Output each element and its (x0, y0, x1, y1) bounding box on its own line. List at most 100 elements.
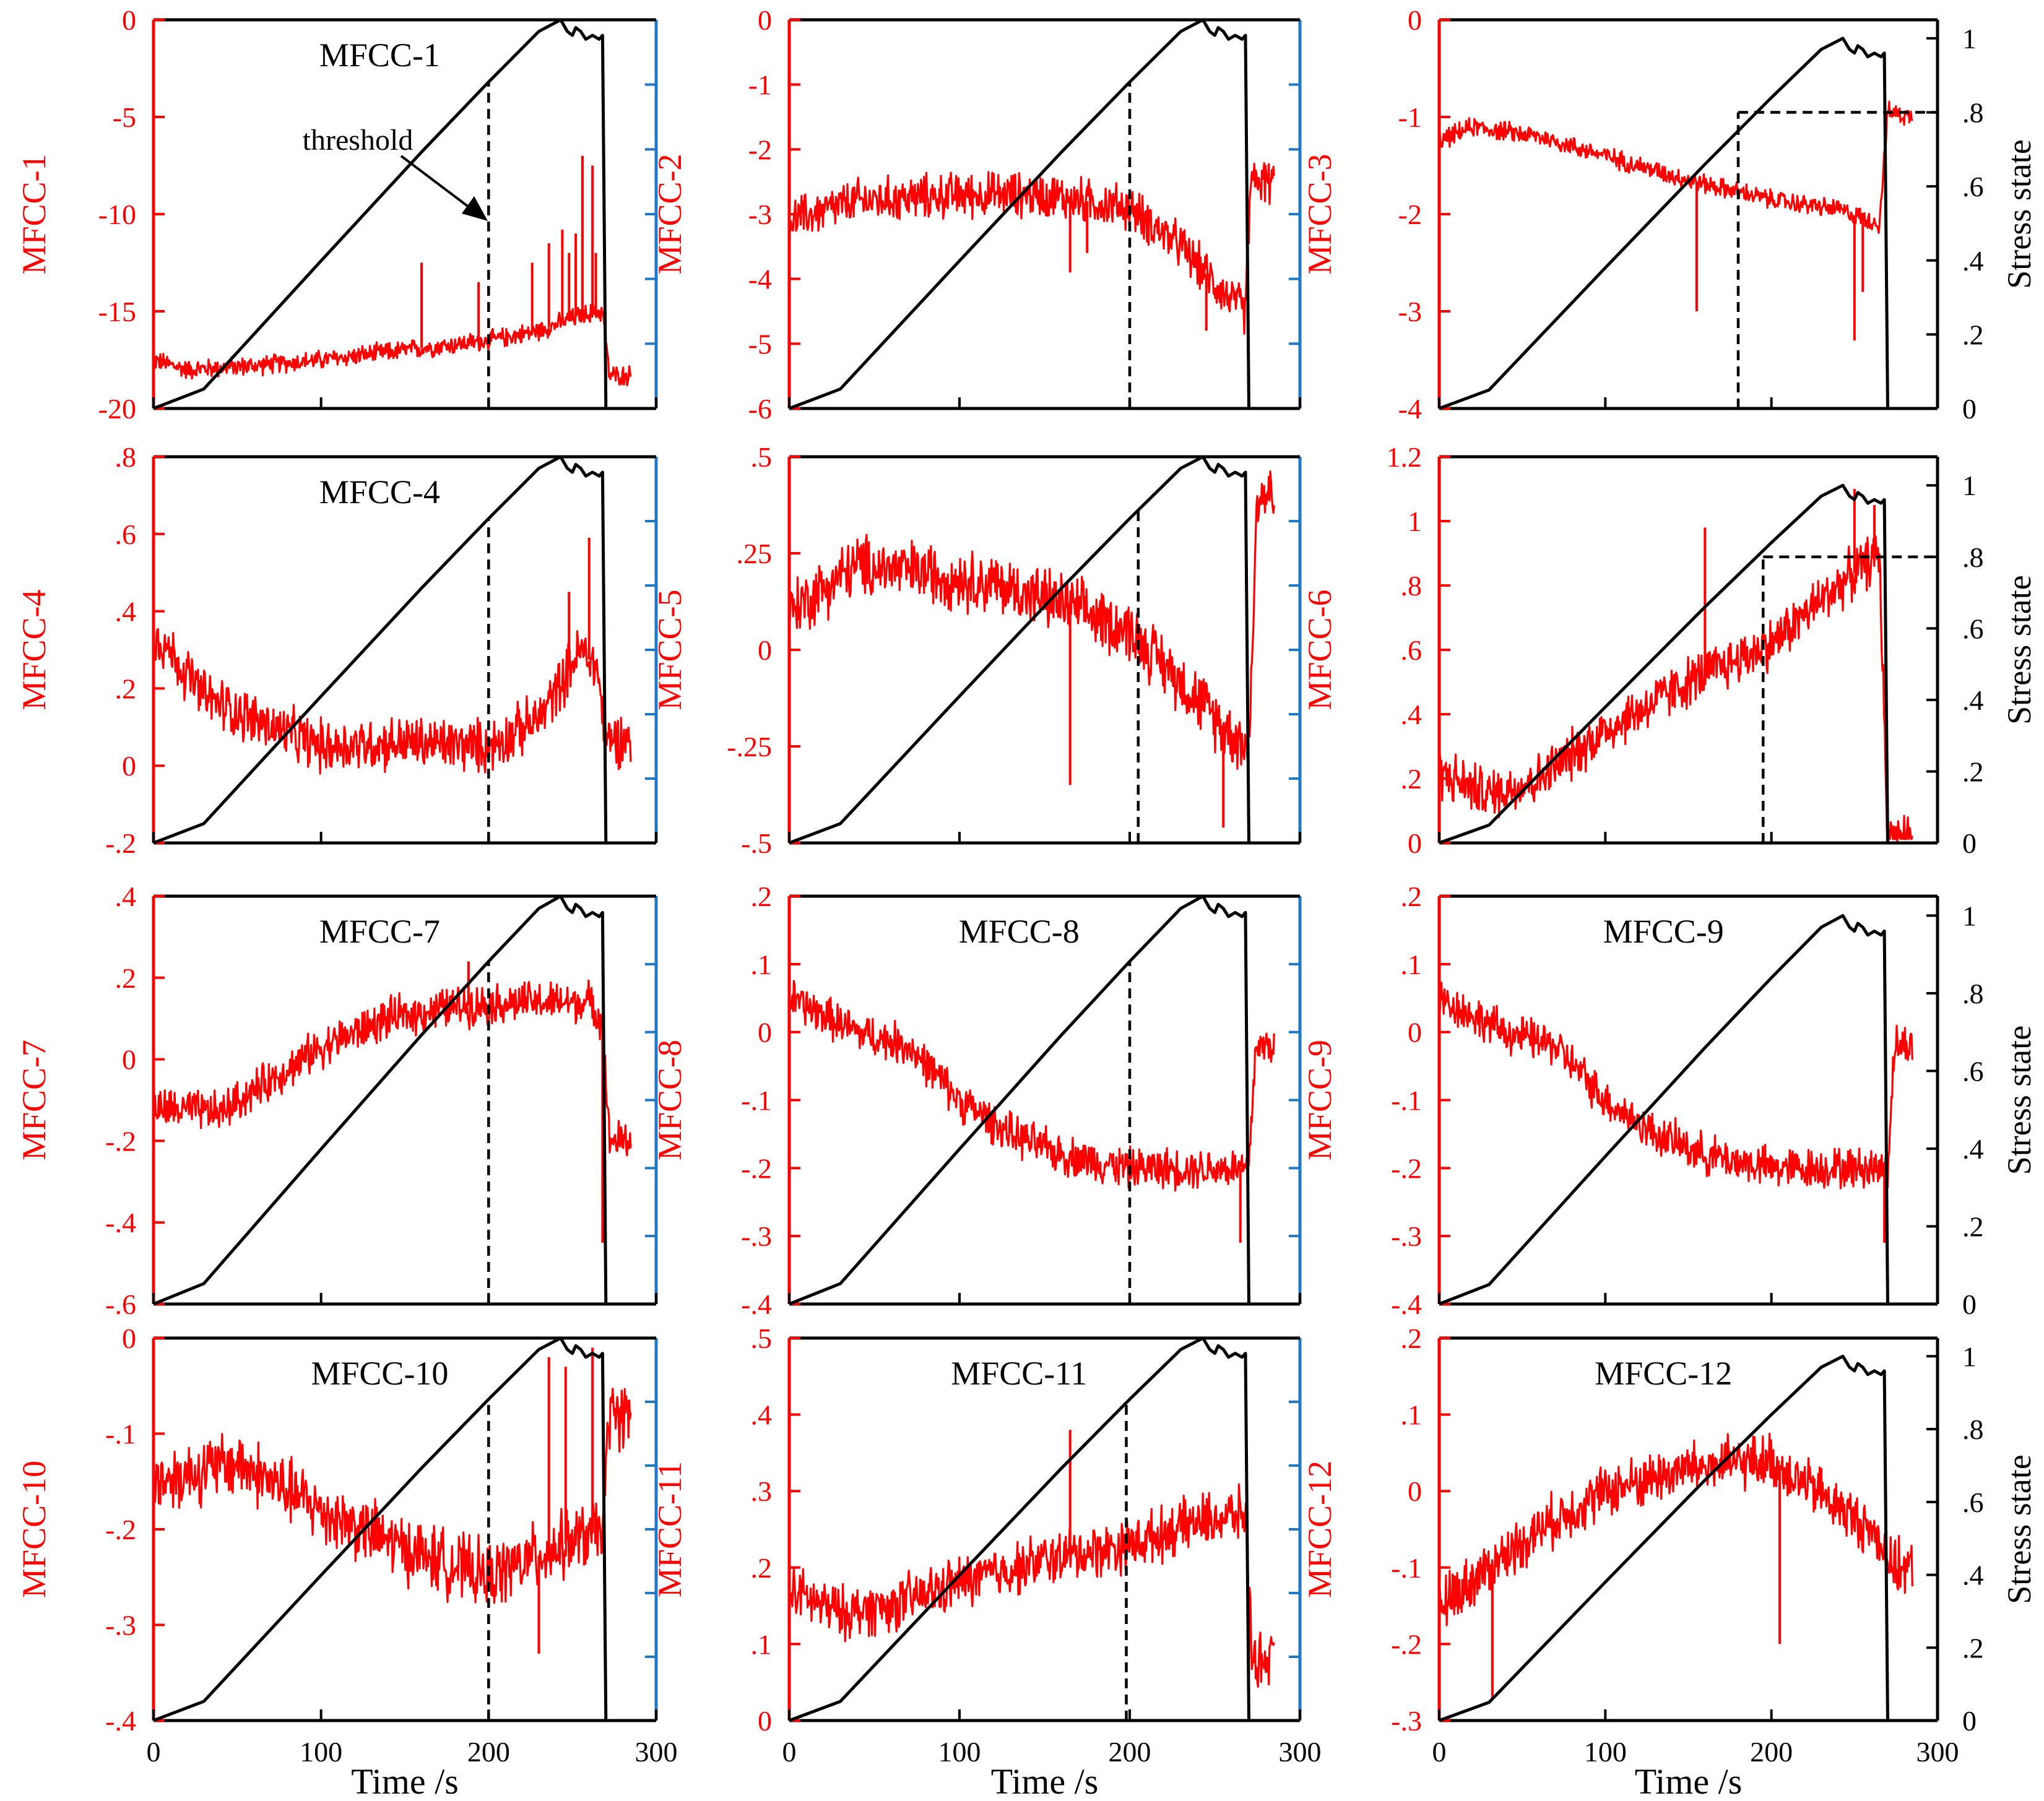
mfcc-series-line (788, 470, 1275, 770)
left-tick-label: .2 (751, 881, 773, 912)
left-tick-label: -1 (748, 69, 772, 101)
left-tick-label: .4 (1401, 699, 1423, 730)
left-tick-label: 0 (1408, 827, 1422, 859)
panel-6: 0 .2 .4 .6 .8 1 1.2 0 .2 .4 .6 .8 1 MFCC-6 Stress stat… (1301, 441, 2038, 859)
mfcc-series-line (788, 1483, 1275, 1688)
mfcc-series-line (788, 162, 1275, 335)
x-axis-label: Time /s (991, 1761, 1099, 1801)
left-tick-label: .4 (115, 596, 137, 628)
left-tick-label: -6 (748, 393, 772, 425)
left-tick-label: .1 (1401, 949, 1423, 980)
left-tick-label: .2 (1401, 763, 1423, 795)
stress-state-line (1439, 37, 1913, 410)
right-tick-label: .4 (1962, 685, 1984, 716)
left-tick-label: -20 (98, 393, 136, 425)
left-tick-label: 0 (122, 750, 136, 782)
left-tick-label: 0 (758, 4, 772, 36)
panel-title: MFCC-8 (959, 913, 1080, 950)
right-tick-label: .2 (1962, 1632, 1984, 1664)
mfcc-series-line (1438, 982, 1913, 1190)
left-tick-label: .8 (1401, 570, 1423, 602)
mfcc-series-line (152, 979, 632, 1157)
right-tick-label: .6 (1962, 1055, 1984, 1087)
mfcc-series-line (152, 628, 632, 775)
panel-title: MFCC-12 (1595, 1355, 1732, 1392)
right-tick-label: 1 (1962, 470, 1977, 501)
panel-10: -.4 -.3 -.2 -.1 0 0 100 200 300 MFCC-10 MFCC-10 Tim… (15, 1323, 678, 1801)
left-tick-label: .2 (751, 1552, 773, 1584)
right-tick-label: 0 (1962, 1289, 1977, 1320)
x-tick-label: 100 (1584, 1736, 1627, 1768)
panel-2: -6 -5 -4 -3 -2 -1 0 MFCC-2 (651, 4, 1302, 425)
panel-title: MFCC-1 (319, 37, 440, 74)
left-tick-label: -.1 (1391, 1552, 1422, 1584)
right-axis-label: Stress state (2001, 139, 2038, 288)
left-tick-label: -.3 (741, 1220, 772, 1252)
stress-state-line (153, 894, 631, 1306)
left-tick-label: -.1 (105, 1419, 136, 1450)
left-tick-label: -3 (748, 199, 772, 230)
right-tick-label: 0 (1962, 1705, 1977, 1737)
left-tick-label: -.25 (727, 731, 772, 762)
left-axis-label: MFCC-2 (651, 153, 688, 274)
x-tick-label: 300 (1279, 1736, 1322, 1768)
right-tick-label: .8 (1962, 97, 1984, 129)
left-tick-label: -.2 (1391, 1152, 1422, 1184)
left-tick-label: -3 (1398, 296, 1422, 327)
panel-3: -4 -3 -2 -1 0 0 .2 .4 .6 .8 1 MFCC-3 Stress state (1301, 4, 2038, 425)
left-tick-label: -.3 (105, 1610, 136, 1641)
right-tick-label: 1 (1962, 1341, 1977, 1372)
right-tick-label: .6 (1962, 171, 1984, 202)
right-tick-label: .6 (1962, 1487, 1984, 1518)
threshold-arrow-head (462, 196, 488, 221)
mfcc-series-line (788, 980, 1275, 1192)
left-tick-label: -1 (1398, 101, 1422, 133)
left-tick-label: 0 (758, 634, 772, 666)
left-tick-label: .6 (1401, 634, 1423, 666)
left-tick-label: 0 (1408, 4, 1422, 36)
left-tick-label: -.2 (1391, 1628, 1422, 1660)
panel-title: MFCC-11 (951, 1355, 1087, 1392)
left-tick-label: -.2 (105, 827, 136, 859)
left-axis-label: MFCC-4 (15, 589, 53, 710)
right-tick-label: 1 (1962, 900, 1977, 931)
x-tick-label: 200 (467, 1736, 510, 1768)
left-tick-label: 0 (758, 1705, 772, 1737)
left-axis-label: MFCC-5 (651, 589, 688, 710)
left-axis-label: MFCC-10 (15, 1461, 53, 1598)
left-axis-label: MFCC-9 (1301, 1040, 1338, 1160)
left-tick-label: 0 (122, 1323, 136, 1354)
panel-7: -.6 -.4 -.2 0 .2 .4 MFCC-7 MFCC-7 (15, 881, 658, 1320)
threshold-annotation-label: threshold (303, 124, 414, 157)
left-tick-label: .8 (115, 441, 137, 473)
left-axis-label: MFCC-3 (1301, 153, 1338, 274)
right-tick-label: .6 (1962, 613, 1984, 644)
x-tick-label: 300 (635, 1736, 678, 1768)
stress-state-line (1439, 913, 1913, 1306)
left-tick-label: -2 (1398, 199, 1422, 230)
left-tick-label: -15 (98, 296, 136, 327)
left-axis-label: MFCC-6 (1301, 589, 1338, 710)
mfcc-series-line (1438, 100, 1913, 234)
panel-11: 0 .1 .2 .3 .4 .5 0 100 200 300 MFCC-11 MFCC-11 Time … (651, 1323, 1322, 1801)
right-tick-label: .2 (1962, 756, 1984, 787)
left-tick-label: 1.2 (1387, 441, 1423, 473)
left-tick-label: 0 (1408, 1475, 1422, 1507)
left-tick-label: .1 (751, 1628, 773, 1660)
left-tick-label: -.4 (1391, 1289, 1422, 1320)
stress-state-line (153, 1336, 631, 1722)
x-tick-label: 200 (1750, 1736, 1793, 1768)
left-tick-label: -4 (1398, 393, 1422, 425)
panel-8: -.4 -.3 -.2 -.1 0 .1 .2 MFCC-8 MFCC-8 (651, 881, 1302, 1320)
left-tick-label: -.4 (105, 1705, 136, 1737)
left-tick-label: -.2 (105, 1125, 136, 1157)
panel-12: -.3 -.2 -.1 0 .1 .2 0 .2 .4 .6 .8 1 0 100 200 300 MFCC-1… (1301, 1323, 2038, 1801)
right-axis-label: Stress state (2001, 1454, 2038, 1604)
right-tick-label: .2 (1962, 1211, 1984, 1242)
left-tick-label: .1 (1401, 1399, 1423, 1431)
stress-state-line (1439, 1354, 1913, 1722)
left-tick-label: .2 (115, 962, 137, 994)
left-tick-label: -.4 (741, 1289, 772, 1320)
left-tick-label: .5 (751, 1323, 773, 1354)
